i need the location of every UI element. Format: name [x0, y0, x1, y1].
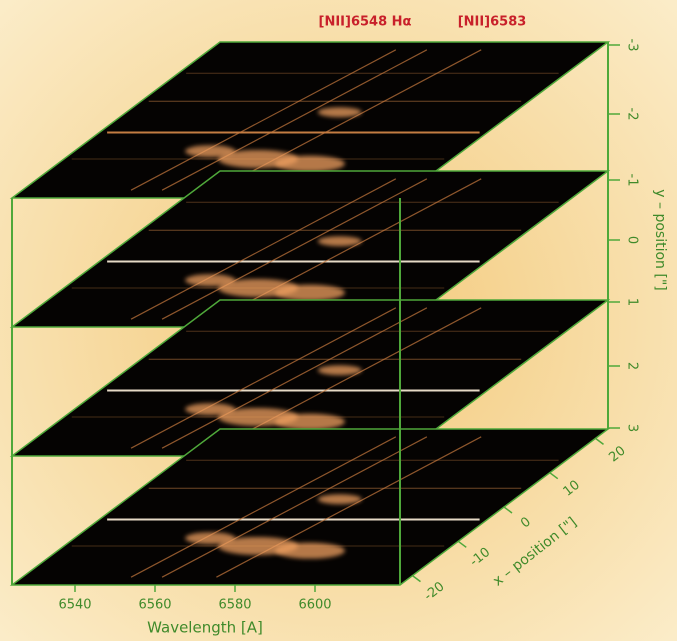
y-tick-label: 3: [625, 424, 640, 432]
emission-line: [130, 436, 397, 578]
wavelength-tick-label: 6600: [298, 598, 331, 613]
slice-plane: [12, 42, 608, 198]
y-tick-label: 2: [625, 362, 640, 370]
emission-blob: [274, 542, 345, 559]
emission-blob: [274, 155, 345, 172]
slice-outline: [9, 428, 611, 586]
emission-blob: [274, 284, 345, 301]
tick: [412, 575, 421, 583]
tick: [503, 506, 513, 514]
wavelength-tick-label: 6580: [218, 598, 251, 613]
slice-plane: [12, 171, 608, 327]
slice: [9, 41, 611, 199]
y-tick-label: -2: [625, 108, 640, 121]
emission-blob: [317, 365, 362, 376]
tick: [595, 437, 604, 445]
emission-line: [161, 49, 428, 191]
axis-label: y – position ["]: [652, 189, 668, 290]
emission-blob: [185, 532, 236, 545]
annotation: [NII]6583: [458, 15, 527, 30]
emission-blob: [274, 413, 345, 430]
y-tick-label: -1: [625, 174, 640, 187]
y-tick-label: 1: [625, 298, 640, 306]
slice: [9, 428, 611, 586]
slice: [9, 299, 611, 457]
slice-plane: [12, 300, 608, 456]
emission-line: [161, 178, 428, 320]
slice-plane: [12, 429, 608, 585]
emission-blob: [317, 107, 362, 118]
emission-line: [130, 178, 397, 320]
emission-blob: [185, 403, 236, 416]
emission-blob: [185, 145, 236, 158]
emission-line: [130, 49, 397, 191]
data-cube: [9, 41, 611, 586]
tick: [457, 540, 467, 548]
emission-blob: [317, 494, 362, 505]
axis-label: Wavelength [A]: [147, 619, 263, 637]
emission-line: [161, 307, 428, 449]
emission-blob: [317, 236, 362, 247]
slice: [9, 170, 611, 328]
y-tick-label: -3: [625, 39, 640, 52]
annotation: [NII]6548 Hα: [319, 15, 412, 30]
wavelength-tick-label: 6560: [138, 598, 171, 613]
tick: [549, 472, 559, 480]
y-tick-label: 0: [625, 236, 640, 244]
emission-blob: [185, 274, 236, 287]
emission-line: [130, 307, 397, 449]
emission-line: [161, 436, 428, 578]
wavelength-tick-label: 6540: [58, 598, 91, 613]
